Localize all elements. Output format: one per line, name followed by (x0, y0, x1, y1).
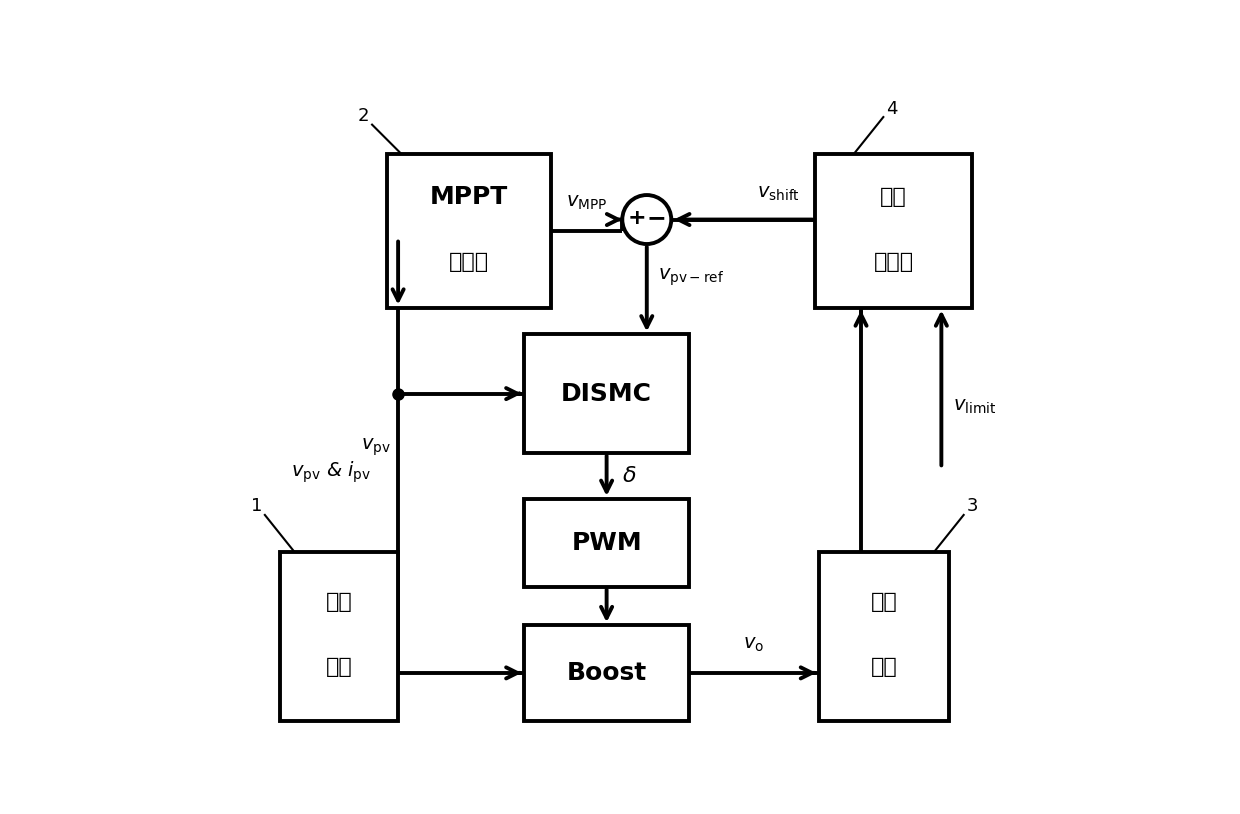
Bar (818, 553, 949, 720)
Bar (525, 499, 689, 587)
Text: 电池: 电池 (325, 657, 352, 677)
Bar (387, 155, 551, 308)
Bar (525, 335, 689, 453)
Text: DISMC: DISMC (562, 382, 652, 405)
Text: 控制器: 控制器 (873, 252, 914, 272)
Text: $v_{\rm pv-ref}$: $v_{\rm pv-ref}$ (658, 267, 724, 288)
Text: 4: 4 (885, 99, 898, 117)
Text: 直流: 直流 (870, 592, 898, 612)
Text: $v_{\rm limit}$: $v_{\rm limit}$ (952, 397, 996, 417)
Text: MPPT: MPPT (430, 185, 508, 208)
Text: 恒压: 恒压 (880, 186, 906, 207)
Text: 1: 1 (250, 497, 262, 515)
Text: $v_{\rm o}$: $v_{\rm o}$ (743, 635, 765, 654)
Text: $\delta$: $\delta$ (622, 466, 636, 486)
Text: PWM: PWM (572, 531, 642, 555)
Text: +: + (627, 208, 646, 228)
Bar (525, 625, 689, 720)
Text: 光伏: 光伏 (325, 592, 352, 612)
Text: 母线: 母线 (870, 657, 898, 677)
Text: 控制器: 控制器 (449, 252, 489, 272)
Text: 2: 2 (358, 107, 370, 125)
Text: Boost: Boost (567, 661, 647, 685)
Text: $v_{\rm pv}$ & $i_{\rm pv}$: $v_{\rm pv}$ & $i_{\rm pv}$ (291, 459, 371, 485)
Bar (815, 155, 972, 308)
Text: 3: 3 (966, 497, 977, 515)
Text: −: − (646, 206, 666, 230)
Bar (279, 553, 398, 720)
Text: $v_{\rm pv}$: $v_{\rm pv}$ (361, 436, 391, 458)
Text: $v_{\rm MPP}$: $v_{\rm MPP}$ (567, 193, 608, 212)
Text: $v_{\rm shift}$: $v_{\rm shift}$ (756, 184, 800, 203)
